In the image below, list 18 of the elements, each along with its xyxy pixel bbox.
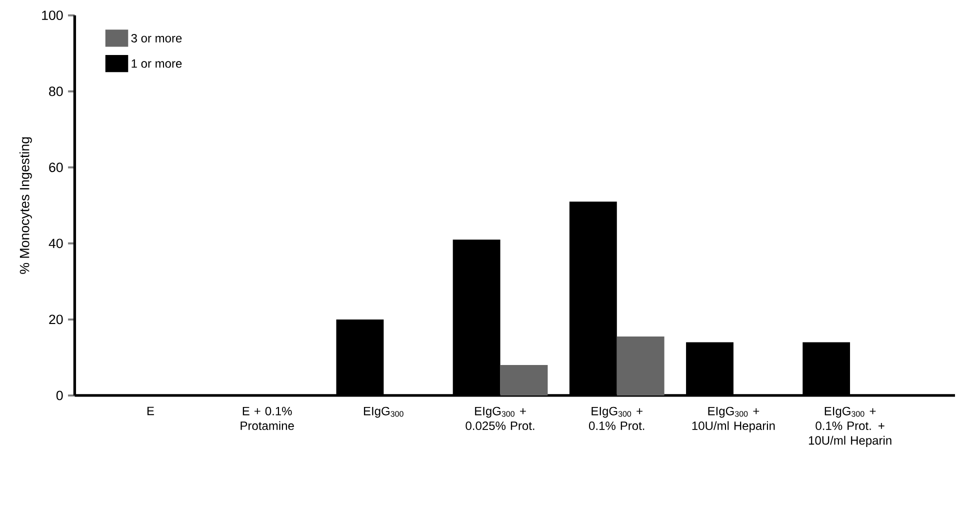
x-tick-label: E + 0.1% Protamine [240,406,294,430]
x-tick-label: EIgG$_{300}$ + 10U/ml Heparin [692,406,775,432]
y-tick-label: 20 [49,314,63,324]
x-tick-label: EIgG$_{300}$ [364,406,404,418]
x-tick-label: EIgG$_{300}$ + 0.025% Prot. [466,406,534,430]
legend-label: 3 or more [131,34,182,42]
x-tick-label: E [147,406,154,416]
y-tick-label: 100 [42,10,63,20]
y-tick-label: 0 [56,390,63,400]
legend-label: 1 or more [132,59,182,68]
x-tick-label: EIgG$_{300}$ + 0.1% Prot. [588,406,644,430]
y-axis-title: % Monocytes Ingesting [19,137,32,274]
y-tick-label: 40 [48,238,63,248]
y-tick-label: 60 [49,162,63,172]
bar [616,336,664,396]
y-tick-label: 80 [49,86,63,96]
bar [500,364,548,396]
x-tick-label: EIgG$_{300}$ + 0.1% Prot. + 10U/ml Heparin [808,406,892,447]
